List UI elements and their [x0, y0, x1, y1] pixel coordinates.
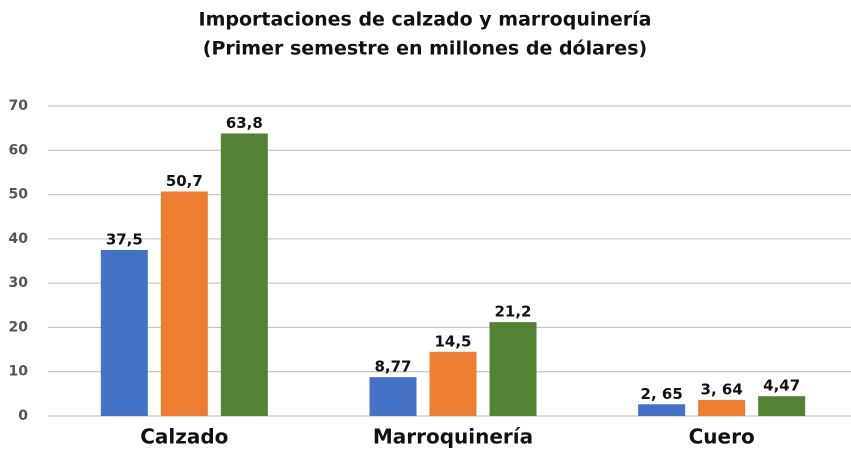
- chart-subtitle: (Primer semestre en millones de dólares): [203, 38, 647, 60]
- bar: [160, 191, 208, 416]
- x-tick-label: Marroquinería: [373, 425, 533, 449]
- y-tick-label: 20: [9, 319, 29, 335]
- bar: [369, 377, 417, 416]
- value-label: 63,8: [226, 114, 263, 132]
- y-tick-label: 70: [9, 98, 29, 114]
- bar: [220, 133, 268, 416]
- value-label: 37,5: [106, 230, 143, 248]
- chart-title: Importaciones de calzado y marroquinería: [199, 9, 652, 31]
- bar: [489, 322, 537, 416]
- y-tick-label: 40: [9, 231, 29, 247]
- bar: [638, 404, 686, 416]
- bar: [429, 351, 477, 416]
- bar: [100, 249, 148, 416]
- x-tick-label: Cuero: [689, 425, 755, 449]
- y-tick-label: 60: [9, 142, 29, 158]
- value-label: 4,47: [763, 377, 800, 395]
- y-tick-label: 10: [9, 364, 29, 380]
- value-label: 2, 65: [641, 385, 683, 403]
- y-tick-label: 30: [9, 275, 29, 291]
- value-label: 3, 64: [701, 380, 743, 398]
- x-tick-label: Calzado: [140, 425, 228, 449]
- value-label: 21,2: [494, 303, 531, 321]
- y-tick-label: 50: [9, 187, 29, 203]
- value-label: 14,5: [434, 332, 471, 350]
- value-label: 50,7: [166, 172, 203, 190]
- bar: [758, 396, 806, 416]
- y-tick-label: 0: [18, 408, 28, 424]
- value-label: 8,77: [374, 358, 411, 376]
- bar: [698, 399, 746, 416]
